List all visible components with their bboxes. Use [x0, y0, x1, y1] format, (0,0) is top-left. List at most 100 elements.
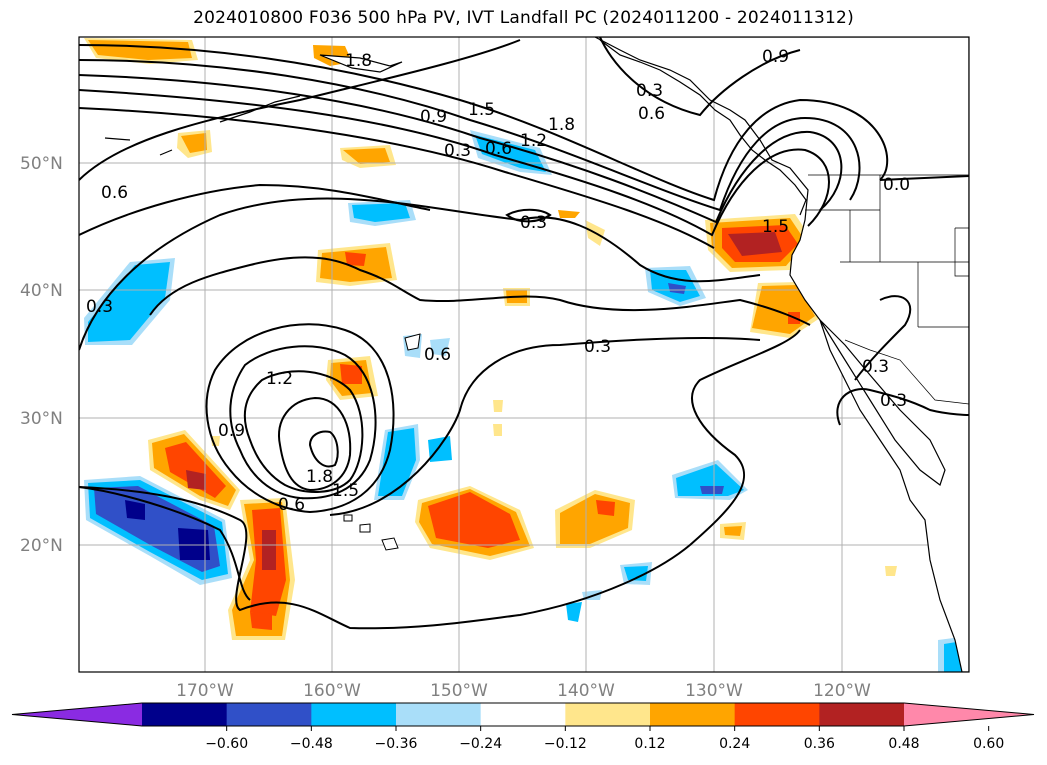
contour-label: 0.3 — [86, 297, 113, 317]
anomaly-blob — [493, 424, 502, 436]
lon-label-130w: 130°W — [685, 681, 743, 701]
colorbar-tick-label: −0.24 — [459, 736, 502, 752]
contour-line — [79, 59, 861, 212]
contour-label: 0.6 — [101, 183, 128, 203]
contour-label: 0.6 — [424, 345, 451, 365]
colorbar-tick-label: −0.60 — [205, 736, 248, 752]
anomaly-blob — [250, 612, 272, 630]
contour-line — [599, 37, 801, 117]
colorbar-tick-label: 0.12 — [634, 736, 665, 752]
contour-label: 0.6 — [485, 139, 512, 159]
pv-contours — [79, 37, 969, 630]
contour-line — [205, 323, 395, 514]
colorbar-bin-neg048_neg036 — [226, 703, 312, 726]
aleutian-chain — [104, 95, 301, 156]
colorbar-bin-neg012_pos012 — [480, 703, 566, 726]
contour-line — [79, 107, 715, 249]
lon-label-170w: 170°W — [176, 681, 234, 701]
contour-label: 0.3 — [636, 81, 663, 101]
lon-label-140w: 140°W — [557, 681, 615, 701]
hawaii-island — [381, 537, 399, 551]
colorbar-bin-neg024_neg012 — [396, 703, 482, 726]
colorbar-tick-label: −0.36 — [375, 736, 418, 752]
contour-label: 0.9 — [762, 47, 789, 67]
baja-peninsula — [819, 319, 946, 486]
contour-label: 1.2 — [520, 131, 547, 151]
contour-line — [308, 430, 339, 468]
contour-label: 1.2 — [266, 369, 293, 389]
contour-line — [879, 175, 969, 181]
plot-title: 2024010800 F036 500 hPa PV, IVT Landfall… — [193, 8, 854, 28]
anomaly-blob — [345, 252, 366, 266]
colorbar-extend-high — [904, 703, 1034, 726]
anomaly-blob — [262, 530, 276, 570]
anomaly-blob — [181, 133, 207, 153]
contour-line — [79, 44, 889, 202]
colorbar-tick-label: 0.48 — [888, 736, 919, 752]
anomaly-blob — [428, 436, 452, 462]
contour-line — [243, 370, 364, 493]
anomaly-blob — [558, 210, 580, 218]
anomaly-blob — [700, 486, 724, 494]
contour-line — [229, 345, 377, 500]
contour-line — [149, 256, 811, 326]
anomaly-blob — [493, 400, 503, 412]
contour-line — [505, 208, 552, 223]
lat-label-30n: 30°N — [20, 409, 63, 429]
anomaly-blob — [352, 203, 410, 222]
contour-label: 1.5 — [762, 217, 789, 237]
anomaly-blob — [125, 500, 145, 520]
anomaly-blob — [340, 364, 362, 384]
colorbar-bin-neg060_neg048 — [142, 703, 228, 726]
anomaly-blob — [186, 470, 206, 490]
contour-line — [79, 197, 761, 351]
colorbar-bin-pos024_pos036 — [650, 703, 736, 726]
contour-line — [79, 74, 843, 224]
political-borders — [805, 174, 969, 405]
map-frame — [78, 36, 970, 673]
anomaly-blob — [624, 566, 648, 581]
anomaly-blob — [676, 464, 744, 496]
contour-label: 1.5 — [332, 481, 359, 501]
anomaly-blob — [428, 492, 520, 548]
colorbar-bin-pos036_pos048 — [734, 703, 820, 726]
contour-label: 0.6 — [278, 495, 305, 515]
anomaly-blob — [596, 500, 615, 516]
anomaly-blob — [343, 148, 390, 164]
anomaly-blob — [378, 428, 416, 496]
anomaly-blob — [566, 602, 582, 622]
colorbar-outline — [11, 702, 1035, 727]
anomaly-blob — [178, 528, 210, 560]
lat-label-50n: 50°N — [20, 154, 63, 174]
colorbar: −0.60 −0.48 −0.36 −0.24 −0.12 0.12 0.24 0.36 0.4… — [11, 702, 1035, 752]
contour-line — [854, 295, 912, 381]
lat-label-40n: 40°N — [20, 281, 63, 301]
hawaii-island — [359, 523, 371, 533]
contour-label: 0.3 — [444, 141, 471, 161]
contour-line — [278, 396, 352, 492]
contour-line — [79, 329, 801, 630]
contour-line — [79, 89, 830, 237]
lon-label-150w: 150°W — [430, 681, 488, 701]
longitude-labels: 170°W 160°W 150°W 140°W 130°W 120°W — [176, 681, 871, 701]
contour-label: 0.0 — [883, 175, 910, 195]
contour-line — [329, 336, 761, 516]
midway-island — [404, 333, 421, 351]
colorbar-tick-label: 0.24 — [719, 736, 750, 752]
lat-label-20n: 20°N — [20, 536, 63, 556]
contour-label: 0.6 — [638, 104, 665, 124]
colorbar-bin-neg036_neg024 — [311, 703, 397, 726]
contour-label: 1.8 — [345, 51, 372, 71]
contour-label: 1.8 — [306, 467, 333, 487]
anomaly-blob — [885, 566, 897, 576]
hawaii-islands — [343, 333, 421, 551]
alaska-coastline — [599, 39, 807, 216]
colorbar-tick-label: −0.12 — [544, 736, 587, 752]
contour-line — [79, 39, 521, 181]
lon-label-120w: 120°W — [813, 681, 871, 701]
contour-label: 0.3 — [520, 213, 547, 233]
latitude-labels: 50°N 40°N 30°N 20°N — [20, 154, 63, 556]
anomaly-blob — [724, 526, 742, 536]
us-mexico-border — [844, 339, 969, 405]
